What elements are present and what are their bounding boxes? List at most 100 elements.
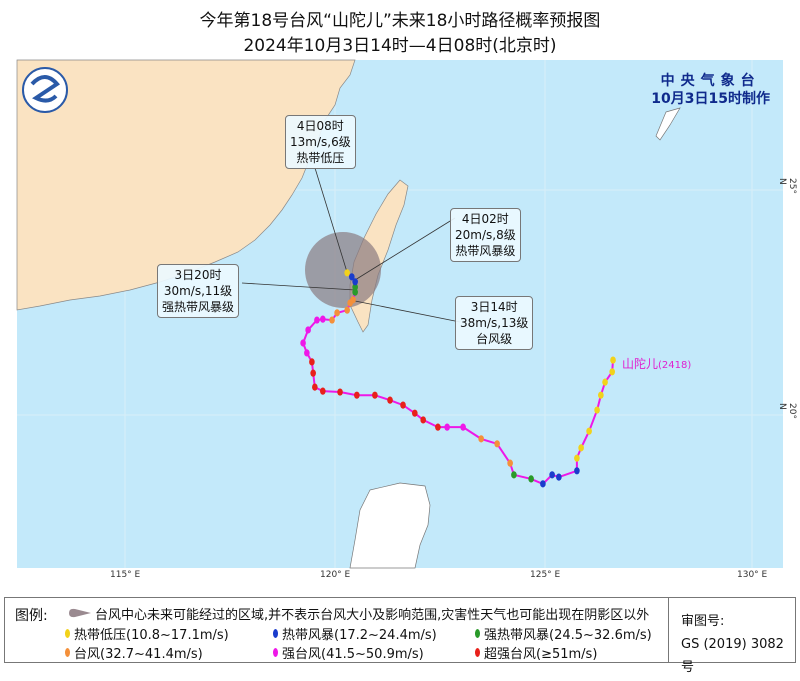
callout-level: 热带风暴级 xyxy=(455,244,516,258)
callout-time: 3日14时 xyxy=(470,300,518,314)
track-point-superty xyxy=(354,391,360,399)
track-point-ty xyxy=(344,306,350,314)
legend-label: 台风(32.7~41.4m/s) xyxy=(74,647,203,662)
lon-label: 120° E xyxy=(320,570,351,580)
callout-wind: 30m/s,11级 xyxy=(163,284,233,298)
track-point-superty xyxy=(320,387,326,395)
track-point-ts xyxy=(540,480,546,488)
legend-label: 超强台风(≥51m/s) xyxy=(484,647,598,662)
track-point-superty xyxy=(309,358,315,366)
track-point-superty xyxy=(435,423,441,431)
review-label: 审图号: xyxy=(681,614,725,629)
legend-item-sts: 强热带风暴(24.5~32.6m/s) xyxy=(475,624,652,643)
legend-item-td: 热带低压(10.8~17.1m/s) xyxy=(65,624,229,643)
cone-swatch-icon xyxy=(69,608,91,618)
track-point-sty xyxy=(320,315,326,323)
lat-label: 20° N xyxy=(777,403,797,419)
agency-block: 中央气象台 10月3日15时制作 xyxy=(651,72,770,108)
track-point-sty xyxy=(444,423,450,431)
legend-item-superty: 超强台风(≥51m/s) xyxy=(475,643,597,662)
callout-leaders xyxy=(241,167,461,323)
track-point-sty xyxy=(460,423,466,431)
track-point-ts xyxy=(556,473,562,481)
track-point-ts xyxy=(549,471,555,479)
typhoon-label: 山陀儿(2418) xyxy=(622,355,691,372)
callout-4d08: 4日08时 13m/s,6级 热带低压 xyxy=(285,115,356,169)
sty-symbol-icon xyxy=(273,648,278,657)
typhoon-track-line xyxy=(302,272,614,486)
track-point-superty xyxy=(412,409,418,417)
track-point-ty xyxy=(507,459,513,467)
callout-time: 3日20时 xyxy=(174,268,222,282)
typhoon-name: 山陀儿 xyxy=(622,357,659,371)
mainland-china xyxy=(16,59,356,311)
legend-label: 强台风(41.5~50.9m/s) xyxy=(282,647,424,662)
ts-symbol-icon xyxy=(273,629,278,638)
sts-symbol-icon xyxy=(475,629,480,638)
track-point-sty xyxy=(304,349,310,357)
track-point-td xyxy=(586,427,592,435)
ty-symbol-icon xyxy=(65,648,70,657)
callout-level: 台风级 xyxy=(476,332,513,346)
track-point-ts xyxy=(574,467,580,475)
legend-title: 图例: xyxy=(15,608,48,624)
track-point-sts xyxy=(528,475,534,483)
legend-item-sty: 强台风(41.5~50.9m/s) xyxy=(273,643,424,662)
track-point-superty xyxy=(387,396,393,404)
track-point-superty xyxy=(420,416,427,424)
legend-divider xyxy=(668,598,669,662)
track-point-ty xyxy=(494,440,500,448)
lat-label: 25° N xyxy=(777,178,797,194)
legend: 图例: 台风中心未来可能经过的区域,并不表示台风大小及影响范围,灾害性天气也可能… xyxy=(4,597,796,675)
track-point-sts xyxy=(352,288,358,296)
td-symbol-icon xyxy=(65,629,70,638)
callout-time: 4日02时 xyxy=(461,212,509,226)
legend-item-ty: 台风(32.7~41.4m/s) xyxy=(65,643,203,662)
callout-wind: 20m/s,8级 xyxy=(455,228,516,242)
track-point-td xyxy=(609,368,615,376)
review-number: GS (2019) 3082号 xyxy=(681,637,784,675)
callout-3d14: 3日14时 38m/s,13级 台风级 xyxy=(455,296,534,350)
callout-time: 4日08时 xyxy=(296,119,344,133)
typhoon-code: (2418) xyxy=(658,360,692,371)
track-point-ts xyxy=(352,278,358,286)
track-point-td xyxy=(610,356,616,364)
luzon xyxy=(349,482,431,569)
track-point-superty xyxy=(337,388,343,396)
track-point-ty xyxy=(334,309,340,317)
callout-wind: 13m/s,6级 xyxy=(290,135,351,149)
legend-label: 热带低压(10.8~17.1m/s) xyxy=(74,628,229,643)
track-point-td xyxy=(602,378,608,386)
legend-cone-desc: 台风中心未来可能经过的区域,并不表示台风大小及影响范围,灾害性天气也可能出现在阴… xyxy=(95,608,650,623)
track-point-superty xyxy=(400,401,406,409)
track-point-sts xyxy=(511,471,517,479)
legend-item-ts: 热带风暴(17.2~24.4m/s) xyxy=(273,624,437,643)
map-title: 今年第18号台风“山陀儿”未来18小时路径概率预报图 xyxy=(199,11,601,31)
track-point-ts xyxy=(349,273,355,281)
review-number-block: 审图号: GS (2019) 3082号 xyxy=(681,610,795,679)
lon-label: 130° E xyxy=(737,570,768,580)
track-point-td xyxy=(578,444,584,452)
lon-label: 125° E xyxy=(530,570,561,580)
callout-4d02: 4日02时 20m/s,8级 热带风暴级 xyxy=(450,208,521,262)
track-point-sts xyxy=(352,283,358,291)
track-point-superty xyxy=(310,369,316,377)
track-point-td xyxy=(574,454,580,462)
map-subtitle: 2024年10月3日14时—4日08时(北京时) xyxy=(243,36,557,56)
superty-symbol-icon xyxy=(475,648,480,657)
track-point-superty xyxy=(372,391,378,399)
okinawa-island xyxy=(655,107,681,141)
lon-label: 115° E xyxy=(110,570,141,580)
track-point-ty xyxy=(329,316,335,324)
track-point-sty xyxy=(314,316,320,324)
track-point-sty xyxy=(300,339,306,347)
callout-level: 强热带风暴级 xyxy=(162,300,235,314)
track-point-ty xyxy=(478,435,484,443)
probability-cone xyxy=(305,232,381,308)
callout-3d20: 3日20时 30m/s,11级 强热带风暴级 xyxy=(157,264,240,318)
callout-wind: 38m/s,13级 xyxy=(460,316,529,330)
track-point-td xyxy=(344,269,350,277)
track-point-sty xyxy=(305,326,311,334)
map-canvas xyxy=(16,59,783,569)
